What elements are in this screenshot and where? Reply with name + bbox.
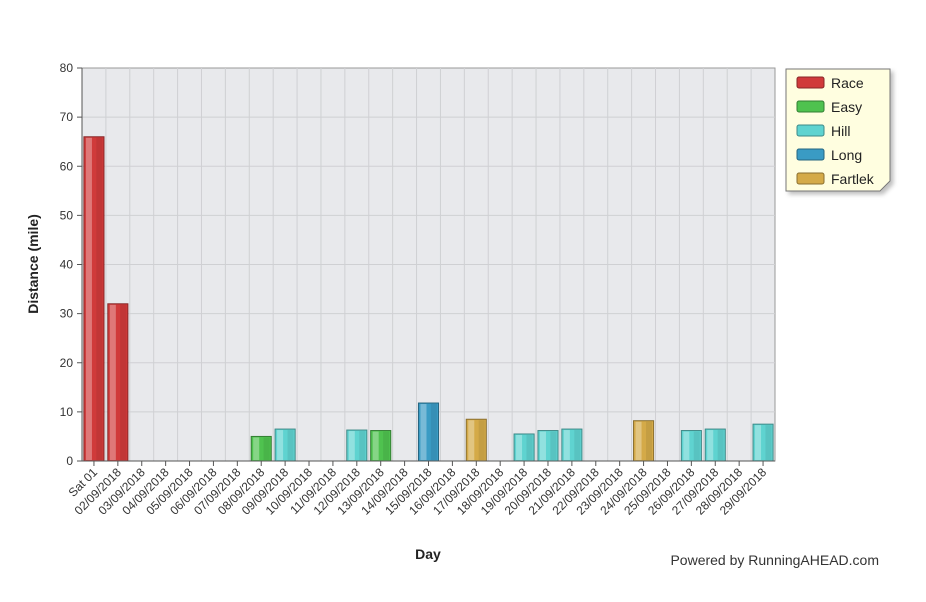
x-tick-labels: Sat 0102/09/201803/09/201804/09/201805/0…	[66, 461, 769, 518]
y-tick-label: 40	[60, 258, 74, 272]
y-tick-label: 80	[60, 61, 74, 75]
x-axis-title: Day	[415, 546, 441, 562]
legend-label: Race	[831, 75, 864, 91]
legend-swatch	[796, 172, 825, 185]
bars	[83, 136, 774, 462]
legend-label: Hill	[831, 123, 850, 139]
y-tick-label: 0	[66, 454, 73, 468]
y-tick-label: 30	[60, 307, 74, 321]
bar-long	[417, 402, 440, 462]
bar-race	[83, 136, 105, 462]
bar-fartlek	[465, 418, 487, 462]
legend-item-race: Race	[796, 75, 864, 91]
bar-hill	[561, 428, 583, 462]
y-tick-label: 60	[60, 159, 74, 173]
bar-hill	[680, 430, 702, 462]
y-tick-label: 10	[60, 405, 74, 419]
legend-label: Easy	[831, 99, 862, 115]
bar-hill	[704, 428, 726, 462]
y-tick-label: 50	[60, 208, 74, 222]
legend-swatch	[796, 100, 825, 113]
legend-swatch	[796, 148, 825, 161]
bar-hill	[513, 433, 535, 462]
legend-label: Long	[831, 147, 862, 163]
bar-fartlek	[633, 420, 655, 462]
bar-hill	[752, 423, 774, 462]
legend-item-easy: Easy	[796, 99, 862, 115]
bar-race	[107, 303, 129, 462]
legend-item-fartlek: Fartlek	[796, 171, 875, 187]
credit-text: Powered by RunningAHEAD.com	[670, 552, 879, 568]
y-tick-label: 20	[60, 356, 74, 370]
legend-label: Fartlek	[831, 171, 875, 187]
bar-hill	[537, 430, 559, 462]
legend-swatch	[796, 76, 825, 89]
bar-easy	[250, 435, 272, 462]
bar-hill	[346, 429, 368, 462]
y-axis-title: Distance (mile)	[25, 214, 41, 314]
legend-item-hill: Hill	[796, 123, 850, 139]
y-tick-labels: 0 10 20 30 40 50 60 70 80	[60, 61, 82, 468]
gridlines	[82, 68, 775, 461]
bar-easy	[370, 430, 392, 462]
bar-hill	[274, 428, 296, 462]
legend-item-long: Long	[796, 147, 862, 163]
y-tick-label: 70	[60, 110, 74, 124]
legend-swatch	[796, 124, 825, 137]
legend: Race Easy Hill Long Fartlek	[785, 68, 891, 192]
